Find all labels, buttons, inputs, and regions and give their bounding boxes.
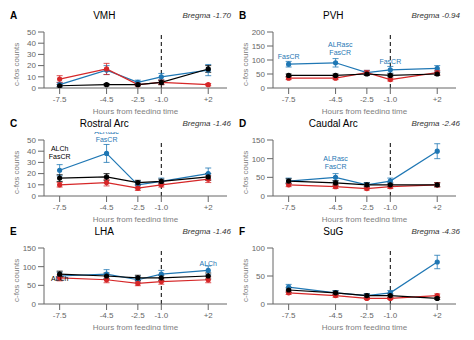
svg-text:-1.0: -1.0 xyxy=(383,203,397,212)
svg-text:-7.5: -7.5 xyxy=(282,95,296,104)
html-text:Bregma -1.70: Bregma -1.70 xyxy=(182,11,231,20)
svg-text:40: 40 xyxy=(27,147,36,156)
svg-text:-4.5: -4.5 xyxy=(100,311,114,320)
html-text:Bregma -1.46: Bregma -1.46 xyxy=(182,119,231,128)
svg-text:FasCR: FasCR xyxy=(278,53,300,60)
svg-text:-1.0: -1.0 xyxy=(383,311,397,320)
html-text:SuG: SuG xyxy=(323,226,344,237)
svg-text:-7.5: -7.5 xyxy=(282,203,296,212)
svg-text:40: 40 xyxy=(27,39,36,48)
html-text:A: A xyxy=(10,10,18,21)
svg-text:-4.5: -4.5 xyxy=(329,203,343,212)
svg-text:0: 0 xyxy=(32,192,37,201)
svg-text:c-fos counts: c-fos counts xyxy=(12,43,21,86)
svg-text:0: 0 xyxy=(261,84,266,93)
html-text:F: F xyxy=(239,226,246,237)
svg-text:Hours from feeding time: Hours from feeding time xyxy=(93,323,179,330)
svg-text:150: 150 xyxy=(23,244,37,253)
svg-text:150: 150 xyxy=(252,42,266,51)
svg-text:-2.5: -2.5 xyxy=(131,203,145,212)
svg-text:10: 10 xyxy=(27,181,36,190)
svg-text:50: 50 xyxy=(27,28,36,37)
svg-text:-1.0: -1.0 xyxy=(383,95,397,104)
svg-text:+2: +2 xyxy=(433,311,443,320)
html-text:Bregma -0.94: Bregma -0.94 xyxy=(411,11,460,20)
svg-text:Hours from feeding time: Hours from feeding time xyxy=(322,215,408,222)
svg-text:Hours from feeding time: Hours from feeding time xyxy=(322,323,408,330)
svg-text:ALCh: ALCh xyxy=(51,275,69,282)
svg-text:0: 0 xyxy=(261,300,266,309)
svg-text:-2.5: -2.5 xyxy=(360,203,374,212)
svg-text:-2.5: -2.5 xyxy=(131,311,145,320)
html-text:LHA: LHA xyxy=(94,226,114,237)
svg-text:-4.5: -4.5 xyxy=(100,95,114,104)
svg-text:0: 0 xyxy=(32,300,37,309)
svg-text:-4.5: -4.5 xyxy=(329,95,343,104)
svg-text:100: 100 xyxy=(23,263,37,272)
svg-text:ALRascFasCR: ALRascFasCR xyxy=(94,132,119,143)
svg-text:c-fos counts: c-fos counts xyxy=(12,259,21,302)
svg-text:50: 50 xyxy=(27,136,36,145)
svg-text:30: 30 xyxy=(27,158,36,167)
html-text:C: C xyxy=(10,118,18,129)
html-text:E: E xyxy=(10,226,17,237)
svg-text:100: 100 xyxy=(252,155,266,164)
svg-text:+2: +2 xyxy=(204,95,214,104)
svg-text:50: 50 xyxy=(256,70,265,79)
svg-text:-1.0: -1.0 xyxy=(154,203,168,212)
svg-text:ALRascFasCR: ALRascFasCR xyxy=(328,41,353,56)
svg-text:Hours from feeding time: Hours from feeding time xyxy=(322,107,408,114)
svg-text:10: 10 xyxy=(27,73,36,82)
svg-text:ALCh: ALCh xyxy=(199,260,217,267)
svg-text:100: 100 xyxy=(252,56,266,65)
svg-text:+2: +2 xyxy=(204,203,214,212)
svg-text:-4.5: -4.5 xyxy=(100,203,114,212)
svg-text:Hours from feeding time: Hours from feeding time xyxy=(93,107,179,114)
svg-text:FasCR: FasCR xyxy=(379,58,401,65)
svg-text:100: 100 xyxy=(252,244,266,253)
svg-text:-7.5: -7.5 xyxy=(53,203,67,212)
svg-text:50: 50 xyxy=(256,272,265,281)
svg-text:c-fos counts: c-fos counts xyxy=(241,151,250,194)
html-text:D: D xyxy=(239,118,247,129)
html-text:B: B xyxy=(239,10,247,21)
svg-text:-2.5: -2.5 xyxy=(360,311,374,320)
html-text:Bregma -4.36: Bregma -4.36 xyxy=(411,227,460,236)
svg-text:-7.5: -7.5 xyxy=(53,311,67,320)
svg-text:150: 150 xyxy=(252,136,266,145)
svg-text:50: 50 xyxy=(256,173,265,182)
html-text:VMH: VMH xyxy=(93,10,116,21)
svg-text:c-fos counts: c-fos counts xyxy=(12,151,21,194)
html-text:Rostral Arc: Rostral Arc xyxy=(79,118,129,129)
svg-text:200: 200 xyxy=(252,28,266,37)
html-text:Caudal Arc: Caudal Arc xyxy=(308,118,358,129)
html-text:PVH: PVH xyxy=(323,10,344,21)
svg-text:-4.5: -4.5 xyxy=(329,311,343,320)
svg-text:+2: +2 xyxy=(433,95,443,104)
svg-text:ALRascFasCR: ALRascFasCR xyxy=(323,155,348,170)
html-text:Bregma -2.46: Bregma -2.46 xyxy=(411,119,460,128)
svg-text:-2.5: -2.5 xyxy=(360,95,374,104)
html-text:Bregma -1.46: Bregma -1.46 xyxy=(182,227,231,236)
svg-text:0: 0 xyxy=(261,192,266,201)
svg-text:50: 50 xyxy=(27,281,36,290)
svg-text:-7.5: -7.5 xyxy=(282,311,296,320)
svg-text:+2: +2 xyxy=(204,311,214,320)
svg-text:-7.5: -7.5 xyxy=(53,95,67,104)
svg-text:ALChFasCR: ALChFasCR xyxy=(49,145,71,160)
svg-text:Hours from feeding time: Hours from feeding time xyxy=(93,215,179,222)
svg-text:c-fos counts: c-fos counts xyxy=(241,43,250,86)
svg-text:-2.5: -2.5 xyxy=(131,95,145,104)
svg-text:c-fos counts: c-fos counts xyxy=(241,259,250,302)
svg-text:-1.0: -1.0 xyxy=(154,95,168,104)
svg-text:30: 30 xyxy=(27,50,36,59)
svg-text:+2: +2 xyxy=(433,203,443,212)
svg-text:20: 20 xyxy=(27,61,36,70)
svg-text:20: 20 xyxy=(27,169,36,178)
svg-text:-1.0: -1.0 xyxy=(154,311,168,320)
svg-text:0: 0 xyxy=(32,84,37,93)
